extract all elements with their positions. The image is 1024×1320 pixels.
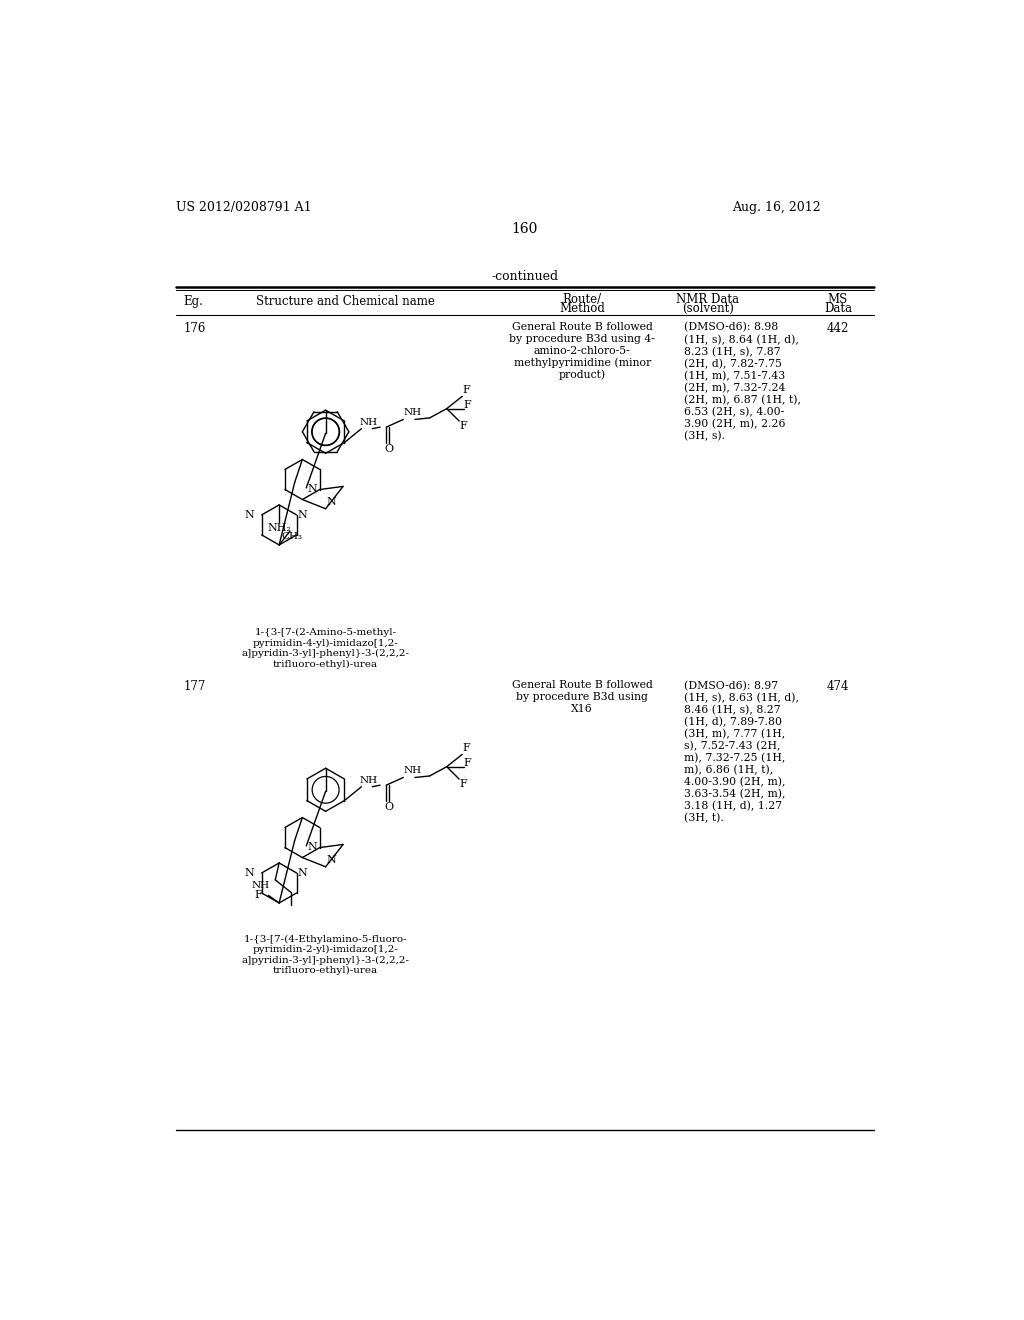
Text: Method: Method [559,302,605,315]
Text: F: F [459,779,467,789]
Text: Structure and Chemical name: Structure and Chemical name [256,296,434,309]
Text: US 2012/0208791 A1: US 2012/0208791 A1 [176,201,311,214]
Text: (solvent): (solvent) [682,302,733,315]
Text: CH₃: CH₃ [282,532,302,541]
Text: NH: NH [403,766,422,775]
Text: O: O [385,444,394,454]
Text: NH: NH [359,418,378,428]
Text: Aug. 16, 2012: Aug. 16, 2012 [732,201,821,214]
Text: N: N [244,510,254,520]
Text: F: F [254,890,262,900]
Text: F: F [462,743,470,752]
Text: N: N [307,483,316,494]
Text: F: F [464,758,471,768]
Text: -continued: -continued [492,271,558,282]
Text: General Route B followed
by procedure B3d using 4-
amino-2-chloro-5-
methylpyrim: General Route B followed by procedure B3… [509,322,655,380]
Text: NH₂: NH₂ [267,524,291,533]
Text: N: N [244,869,254,878]
Text: NH: NH [403,408,422,417]
Text: NH: NH [252,882,270,891]
Text: F: F [459,421,467,430]
Text: 160: 160 [512,222,538,235]
Text: N: N [307,842,316,851]
Text: N: N [327,855,336,866]
Text: MS: MS [827,293,848,306]
Text: (DMSO-d6): 8.98
(1H, s), 8.64 (1H, d),
8.23 (1H, s), 7.87
(2H, d), 7.82-7.75
(1H: (DMSO-d6): 8.98 (1H, s), 8.64 (1H, d), 8… [684,322,802,441]
Text: 442: 442 [826,322,849,335]
Text: N: N [297,510,307,520]
Text: 1-{3-[7-(2-Amino-5-methyl-
pyrimidin-4-yl)-imidazo[1,2-
a]pyridin-3-yl]-phenyl}-: 1-{3-[7-(2-Amino-5-methyl- pyrimidin-4-y… [242,628,410,669]
Text: General Route B followed
by procedure B3d using
X16: General Route B followed by procedure B3… [512,681,652,714]
Text: N: N [327,498,336,507]
Text: NH: NH [359,776,378,785]
Text: Eg.: Eg. [183,296,204,309]
Text: 474: 474 [826,681,849,693]
Text: 1-{3-[7-(4-Ethylamino-5-fluoro-
pyrimidin-2-yl)-imidazo[1,2-
a]pyridin-3-yl]-phe: 1-{3-[7-(4-Ethylamino-5-fluoro- pyrimidi… [242,935,410,975]
Text: O: O [385,803,394,812]
Text: F: F [462,385,470,395]
Text: Data: Data [824,302,852,315]
Text: 177: 177 [183,681,206,693]
Text: NMR Data: NMR Data [676,293,739,306]
Text: Route/: Route/ [562,293,602,306]
Text: (DMSO-d6): 8.97
(1H, s), 8.63 (1H, d),
8.46 (1H, s), 8.27
(1H, d), 7.89-7.80
(3H: (DMSO-d6): 8.97 (1H, s), 8.63 (1H, d), 8… [684,681,800,822]
Text: F: F [464,400,471,411]
Text: N: N [297,869,307,878]
Text: 176: 176 [183,322,206,335]
